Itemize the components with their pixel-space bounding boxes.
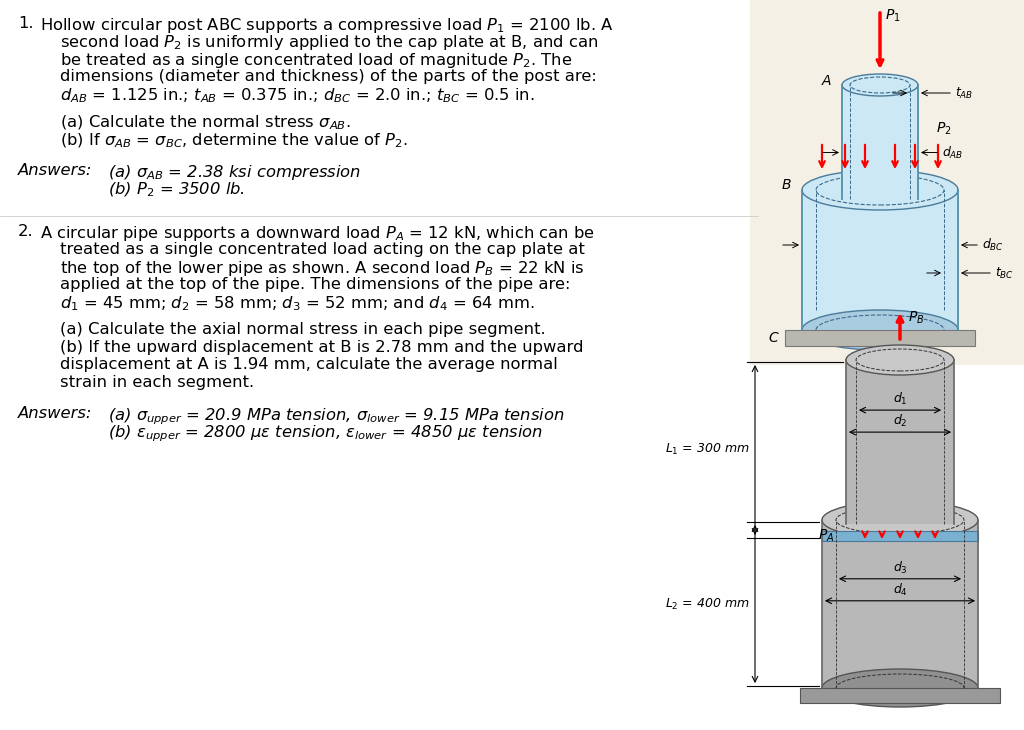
Text: $L_2$ = 400 mm: $L_2$ = 400 mm (666, 596, 750, 612)
Text: $d_1$ = 45 mm; $d_2$ = 58 mm; $d_3$ = 52 mm; and $d_4$ = 64 mm.: $d_1$ = 45 mm; $d_2$ = 58 mm; $d_3$ = 52… (60, 294, 535, 313)
Text: (a) $\sigma_{AB}$ = 2.38 ksi compression: (a) $\sigma_{AB}$ = 2.38 ksi compression (108, 163, 361, 182)
Text: $P_2$: $P_2$ (936, 120, 951, 137)
Text: Answers:: Answers: (18, 407, 92, 421)
Text: $d_4$: $d_4$ (893, 582, 907, 598)
Text: $d_3$: $d_3$ (893, 560, 907, 576)
Bar (822, 531, 978, 541)
Bar (800, 688, 1000, 703)
Text: (b) $P_2$ = 3500 lb.: (b) $P_2$ = 3500 lb. (108, 180, 245, 199)
Ellipse shape (846, 345, 954, 375)
Text: the top of the lower pipe as shown. A second load $P_B$ = 22 kN is: the top of the lower pipe as shown. A se… (60, 259, 585, 278)
Ellipse shape (802, 170, 958, 210)
Text: treated as a single concentrated load acting on the cap plate at: treated as a single concentrated load ac… (60, 242, 585, 257)
Ellipse shape (822, 669, 978, 707)
Bar (842, 85, 918, 199)
Text: $P_A$: $P_A$ (817, 528, 834, 544)
Text: $d_{BC}$: $d_{BC}$ (982, 237, 1004, 253)
Bar (750, 0, 1024, 365)
Text: (b) If the upward displacement at B is 2.78 mm and the upward: (b) If the upward displacement at B is 2… (60, 339, 584, 355)
Text: applied at the top of the pipe. The dimensions of the pipe are:: applied at the top of the pipe. The dime… (60, 277, 570, 292)
Text: $t_{BC}$: $t_{BC}$ (995, 266, 1014, 280)
Text: $P_1$: $P_1$ (885, 8, 901, 24)
Text: dimensions (diameter and thickness) of the parts of the post are:: dimensions (diameter and thickness) of t… (60, 69, 597, 83)
Text: (b) $\epsilon_{upper}$ = 2800 με tension, $\epsilon_{lower}$ = 4850 με tension: (b) $\epsilon_{upper}$ = 2800 με tension… (108, 423, 543, 445)
Text: $d_{AB}$ = 1.125 in.; $t_{AB}$ = 0.375 in.; $d_{BC}$ = 2.0 in.; $t_{BC}$ = 0.5 i: $d_{AB}$ = 1.125 in.; $t_{AB}$ = 0.375 i… (60, 86, 535, 104)
Ellipse shape (842, 74, 918, 96)
Bar (846, 360, 954, 524)
Text: $d_1$: $d_1$ (893, 391, 907, 407)
Text: (a) Calculate the axial normal stress in each pipe segment.: (a) Calculate the axial normal stress in… (60, 322, 546, 337)
Text: (a) Calculate the normal stress $\sigma_{AB}$.: (a) Calculate the normal stress $\sigma_… (60, 114, 350, 132)
Text: $C$: $C$ (768, 331, 780, 345)
Text: $L_1$ = 300 mm: $L_1$ = 300 mm (666, 442, 750, 457)
Text: Answers:: Answers: (18, 163, 92, 178)
Ellipse shape (822, 501, 978, 539)
Bar (822, 520, 978, 688)
Text: 1.: 1. (18, 16, 34, 31)
Text: $P_B$: $P_B$ (908, 310, 925, 326)
Ellipse shape (802, 310, 958, 350)
Text: (a) $\sigma_{upper}$ = 20.9 MPa tension, $\sigma_{lower}$ = 9.15 MPa tension: (a) $\sigma_{upper}$ = 20.9 MPa tension,… (108, 407, 564, 427)
Text: (b) If $\sigma_{AB}$ = $\sigma_{BC}$, determine the value of $P_2$.: (b) If $\sigma_{AB}$ = $\sigma_{BC}$, de… (60, 131, 408, 150)
Bar (802, 190, 958, 330)
Text: strain in each segment.: strain in each segment. (60, 374, 254, 390)
Bar (785, 330, 975, 346)
Text: $t_{AB}$: $t_{AB}$ (955, 85, 974, 101)
Text: $d_2$: $d_2$ (893, 413, 907, 429)
Text: $d_{AB}$: $d_{AB}$ (942, 145, 964, 161)
Text: be treated as a single concentrated load of magnitude $P_2$. The: be treated as a single concentrated load… (60, 51, 572, 70)
Text: A circular pipe supports a downward load $P_A$ = 12 kN, which can be: A circular pipe supports a downward load… (40, 224, 595, 243)
Text: second load $P_2$ is uniformly applied to the cap plate at B, and can: second load $P_2$ is uniformly applied t… (60, 34, 598, 53)
Text: displacement at A is 1.94 mm, calculate the average normal: displacement at A is 1.94 mm, calculate … (60, 357, 558, 372)
Text: 2.: 2. (18, 224, 34, 239)
Text: $B$: $B$ (781, 178, 792, 192)
Text: $A$: $A$ (820, 74, 831, 88)
Text: Hollow circular post ABC supports a compressive load $P_1$ = 2100 lb. A: Hollow circular post ABC supports a comp… (40, 16, 613, 35)
